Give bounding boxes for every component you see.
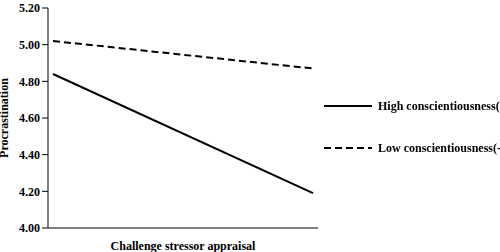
svg-text:4.40: 4.40 <box>19 148 40 162</box>
svg-text:Challenge stressor appraisal: Challenge stressor appraisal <box>111 239 257 252</box>
svg-text:4.20: 4.20 <box>19 185 40 199</box>
svg-text:Procrastination: Procrastination <box>8 78 11 158</box>
svg-text:4.80: 4.80 <box>19 75 40 89</box>
svg-text:4.00: 4.00 <box>19 221 40 235</box>
svg-text:5.20: 5.20 <box>19 1 40 15</box>
svg-text:4.60: 4.60 <box>19 111 40 125</box>
svg-text:5.00: 5.00 <box>19 38 40 52</box>
